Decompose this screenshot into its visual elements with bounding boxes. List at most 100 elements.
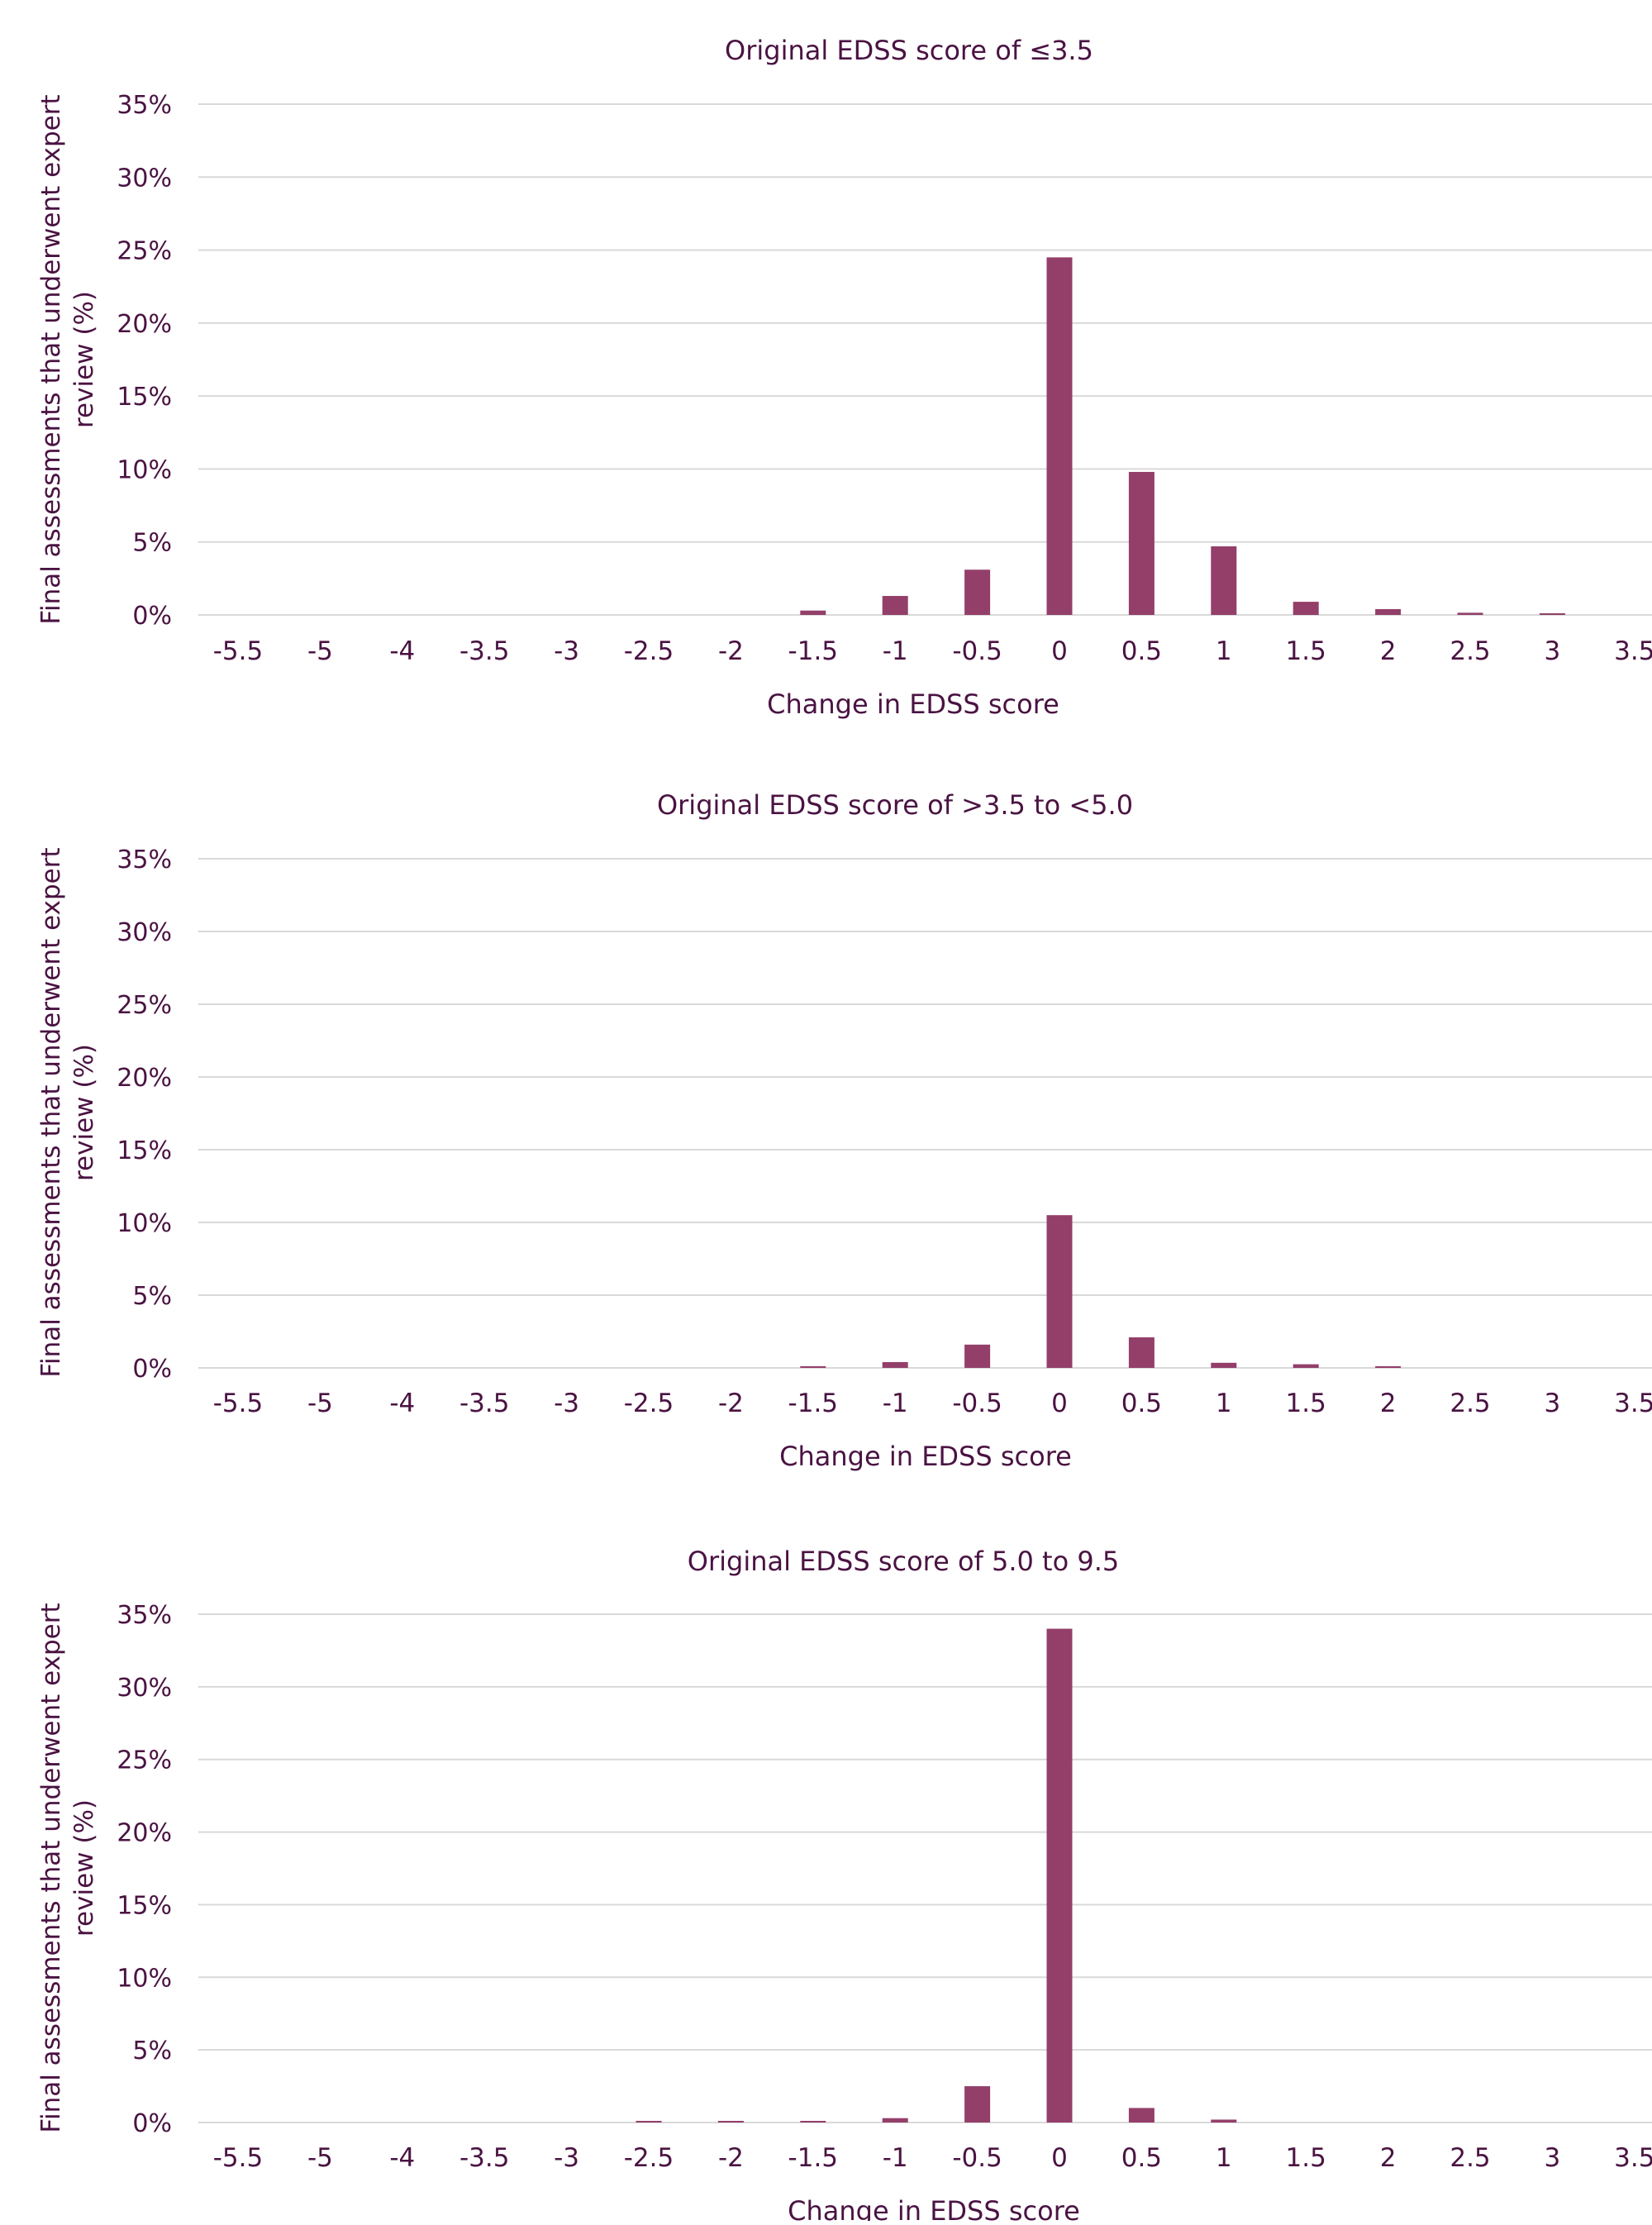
bar	[1046, 257, 1073, 615]
bar	[800, 610, 826, 615]
x-tick-label: -5.5	[213, 2143, 264, 2173]
x-tick-label: 2	[1380, 2143, 1397, 2173]
x-tick-label: 3	[1545, 636, 1561, 666]
bar	[1046, 1215, 1073, 1368]
y-tick-label: 30%	[117, 918, 172, 947]
chart-title: Original EDSS score of >3.5 to <5.0	[657, 789, 1133, 821]
bar	[1211, 1362, 1237, 1368]
x-tick-label: -1	[883, 1389, 908, 1418]
bar	[1293, 1364, 1319, 1368]
x-tick-label: -3.5	[459, 636, 510, 666]
x-tick-label: -3	[554, 636, 579, 666]
x-tick-label: 2.5	[1450, 2143, 1490, 2173]
y-tick-label: 10%	[117, 1964, 172, 1993]
x-tick-label: 3.5	[1614, 636, 1652, 666]
y-tick-label: 25%	[117, 1746, 172, 1775]
y-tick-label: 35%	[117, 91, 172, 120]
x-tick-label: -0.5	[952, 2143, 1002, 2173]
bar	[964, 1344, 991, 1368]
x-tick-label: -4	[389, 636, 415, 666]
y-tick-label: 20%	[117, 1064, 172, 1093]
bar	[1293, 602, 1319, 615]
x-tick-label: -1	[883, 2143, 908, 2173]
x-tick-label: -2.5	[624, 636, 674, 666]
x-tick-label: 0.5	[1121, 1389, 1162, 1418]
x-tick-label: 1.5	[1286, 1389, 1326, 1418]
x-tick-label: -1.5	[788, 1389, 839, 1418]
bar	[882, 596, 908, 615]
x-tick-label: -0.5	[952, 1389, 1002, 1418]
bar	[882, 2118, 908, 2123]
chart-title: Original EDSS score of 5.0 to 9.5	[688, 1546, 1119, 1577]
y-tick-label: 10%	[117, 1209, 172, 1238]
x-tick-label: -3.5	[459, 1389, 510, 1418]
y-axis-label: Final assessments that underwent expert	[36, 94, 66, 624]
bar	[882, 1361, 908, 1368]
x-tick-label: -2.5	[624, 2143, 674, 2173]
x-axis-label: Change in EDSS score	[767, 688, 1059, 720]
x-tick-label: -1.5	[788, 2143, 839, 2173]
x-tick-label: -4	[389, 1389, 415, 1418]
bar	[636, 2121, 662, 2123]
bar	[1375, 608, 1402, 615]
y-tick-label: 5%	[132, 1282, 172, 1311]
x-tick-label: 0.5	[1121, 2143, 1162, 2173]
x-tick-label: 1.5	[1286, 636, 1326, 666]
bar	[964, 569, 991, 615]
y-axis-label: review (%)	[69, 291, 99, 428]
x-tick-label: 2	[1380, 1389, 1397, 1418]
x-tick-label: -5	[307, 2143, 333, 2173]
bar	[1539, 613, 1565, 615]
x-axis-label: Change in EDSS score	[788, 2195, 1080, 2221]
x-tick-label: 0	[1051, 2143, 1068, 2173]
x-tick-label: 3	[1545, 1389, 1561, 1418]
x-tick-label: 2.5	[1450, 636, 1490, 666]
bar	[1128, 1337, 1154, 1368]
y-tick-label: 15%	[117, 1891, 172, 1920]
x-tick-label: -5.5	[213, 1389, 264, 1418]
y-tick-label: 15%	[117, 1136, 172, 1165]
y-tick-label: 0%	[132, 1355, 172, 1384]
y-tick-label: 0%	[132, 602, 172, 631]
bar	[800, 2121, 826, 2123]
x-tick-label: 1	[1216, 2143, 1232, 2173]
x-tick-label: -0.5	[952, 636, 1002, 666]
y-tick-label: 35%	[117, 846, 172, 874]
x-tick-label: 0	[1051, 636, 1068, 666]
x-tick-label: -3	[554, 1389, 579, 1418]
x-tick-label: -1	[883, 636, 908, 666]
y-axis-label: review (%)	[69, 1044, 99, 1181]
x-tick-label: 2	[1380, 636, 1397, 666]
y-tick-label: 30%	[117, 1674, 172, 1703]
bar	[1457, 612, 1483, 615]
y-tick-label: 25%	[117, 991, 172, 1020]
chart-title: Original EDSS score of ≤3.5	[725, 35, 1093, 66]
x-tick-label: -3	[554, 2143, 579, 2173]
bar	[717, 2121, 744, 2123]
x-tick-label: -2	[718, 1389, 744, 1418]
y-tick-label: 5%	[132, 2037, 172, 2065]
x-tick-label: 3.5	[1614, 1389, 1652, 1418]
y-tick-label: 20%	[117, 1819, 172, 1848]
y-axis-label: review (%)	[69, 1799, 99, 1937]
y-tick-label: 0%	[132, 2109, 172, 2138]
x-tick-label: 2.5	[1450, 1389, 1490, 1418]
x-tick-label: -2	[718, 2143, 744, 2173]
y-axis-label: Final assessments that underwent expert	[36, 847, 66, 1377]
x-tick-label: -2.5	[624, 1389, 674, 1418]
x-tick-label: -2	[718, 636, 744, 666]
x-tick-label: 0.5	[1121, 636, 1162, 666]
y-tick-label: 25%	[117, 237, 172, 266]
y-tick-label: 35%	[117, 1601, 172, 1630]
y-tick-label: 30%	[117, 164, 172, 193]
x-tick-label: 1	[1216, 1389, 1232, 1418]
bar	[1128, 2108, 1154, 2123]
x-tick-label: -5.5	[213, 636, 264, 666]
x-axis-label: Change in EDSS score	[779, 1441, 1072, 1472]
y-tick-label: 15%	[117, 383, 172, 412]
bar	[800, 1366, 826, 1368]
bar	[964, 2086, 991, 2123]
y-axis-label: Final assessments that underwent expert	[36, 1603, 66, 2132]
x-tick-label: 3.5	[1614, 2143, 1652, 2173]
